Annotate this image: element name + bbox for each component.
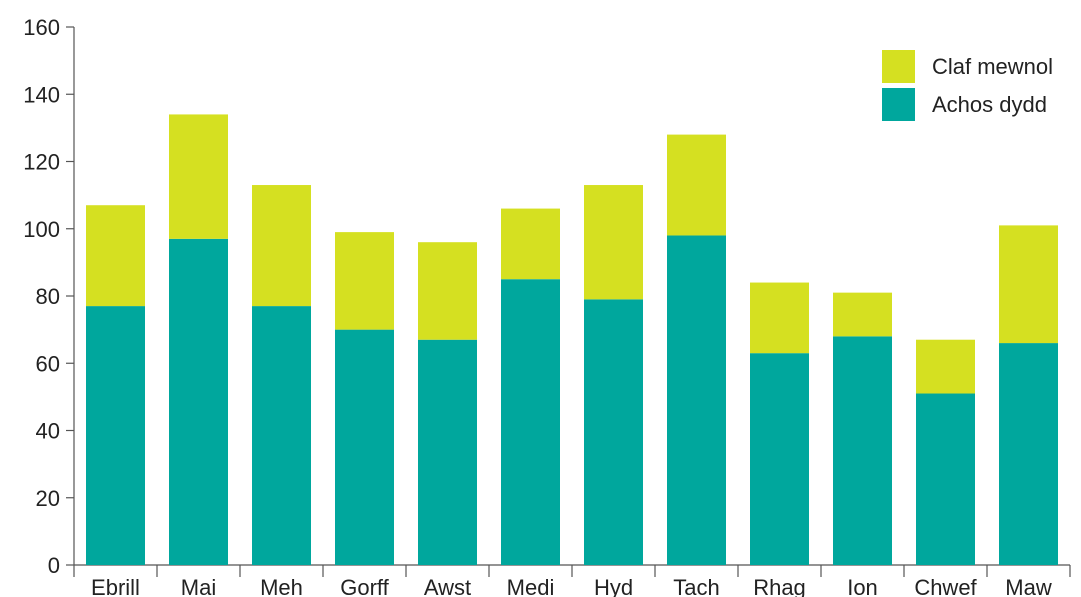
bar-claf-mewnol xyxy=(501,208,560,280)
legend-swatch-achos-dydd xyxy=(882,88,915,121)
bar-achos-dydd xyxy=(501,279,560,565)
bars xyxy=(86,114,1058,565)
y-tick-label: 120 xyxy=(23,150,60,175)
x-tick-label: Ion xyxy=(847,575,878,597)
bar-claf-mewnol xyxy=(86,205,145,307)
x-tick-label: Maw xyxy=(1005,575,1052,597)
bar-claf-mewnol xyxy=(916,339,975,394)
y-tick-label: 20 xyxy=(36,486,60,511)
bar-achos-dydd xyxy=(833,336,892,565)
bar-achos-dydd xyxy=(335,329,394,565)
bar-achos-dydd xyxy=(169,238,228,565)
y-tick-label: 60 xyxy=(36,351,60,376)
bar-achos-dydd xyxy=(86,306,145,565)
x-tick-label: Rhag xyxy=(753,575,806,597)
x-tick-label: Awst xyxy=(424,575,471,597)
x-tick-label: Chwef xyxy=(914,575,977,597)
legend-label-claf-mewnol: Claf mewnol xyxy=(932,54,1053,79)
y-tick-label: 40 xyxy=(36,419,60,444)
bar-achos-dydd xyxy=(252,306,311,565)
y-tick-label: 0 xyxy=(48,553,60,578)
x-tick-label: Hyd xyxy=(594,575,633,597)
x-tick-label: Mai xyxy=(181,575,216,597)
bar-achos-dydd xyxy=(999,343,1058,565)
bar-claf-mewnol xyxy=(667,134,726,236)
y-axis: 0 20 40 60 80 100 120 140 160 xyxy=(23,15,75,578)
bar-achos-dydd xyxy=(584,299,643,565)
y-tick-label: 80 xyxy=(36,284,60,309)
bar-claf-mewnol xyxy=(833,292,892,337)
y-tick-label: 100 xyxy=(23,217,60,242)
bar-achos-dydd xyxy=(750,353,809,565)
x-axis: Ebrill Mai Meh Gorff Awst Medi Hyd Tach Rhag Ion C… xyxy=(73,564,1071,597)
bar-claf-mewnol xyxy=(335,232,394,330)
bar-claf-mewnol xyxy=(999,225,1058,344)
x-tick-label: Gorff xyxy=(340,575,389,597)
legend-label-achos-dydd: Achos dydd xyxy=(932,92,1047,117)
bar-claf-mewnol xyxy=(252,185,311,307)
bar-claf-mewnol xyxy=(169,114,228,239)
legend: Claf mewnol Achos dydd xyxy=(882,50,1053,121)
y-tick-label: 160 xyxy=(23,15,60,40)
bar-achos-dydd xyxy=(418,339,477,565)
bar-claf-mewnol xyxy=(418,242,477,340)
bar-achos-dydd xyxy=(667,235,726,565)
x-tick-label: Tach xyxy=(673,575,719,597)
x-tick-label: Medi xyxy=(507,575,555,597)
bar-claf-mewnol xyxy=(750,282,809,354)
x-tick-label: Meh xyxy=(260,575,303,597)
x-tick-label: Ebrill xyxy=(91,575,140,597)
bar-achos-dydd xyxy=(916,393,975,565)
legend-swatch-claf-mewnol xyxy=(882,50,915,83)
bar-claf-mewnol xyxy=(584,185,643,300)
y-tick-label: 140 xyxy=(23,82,60,107)
